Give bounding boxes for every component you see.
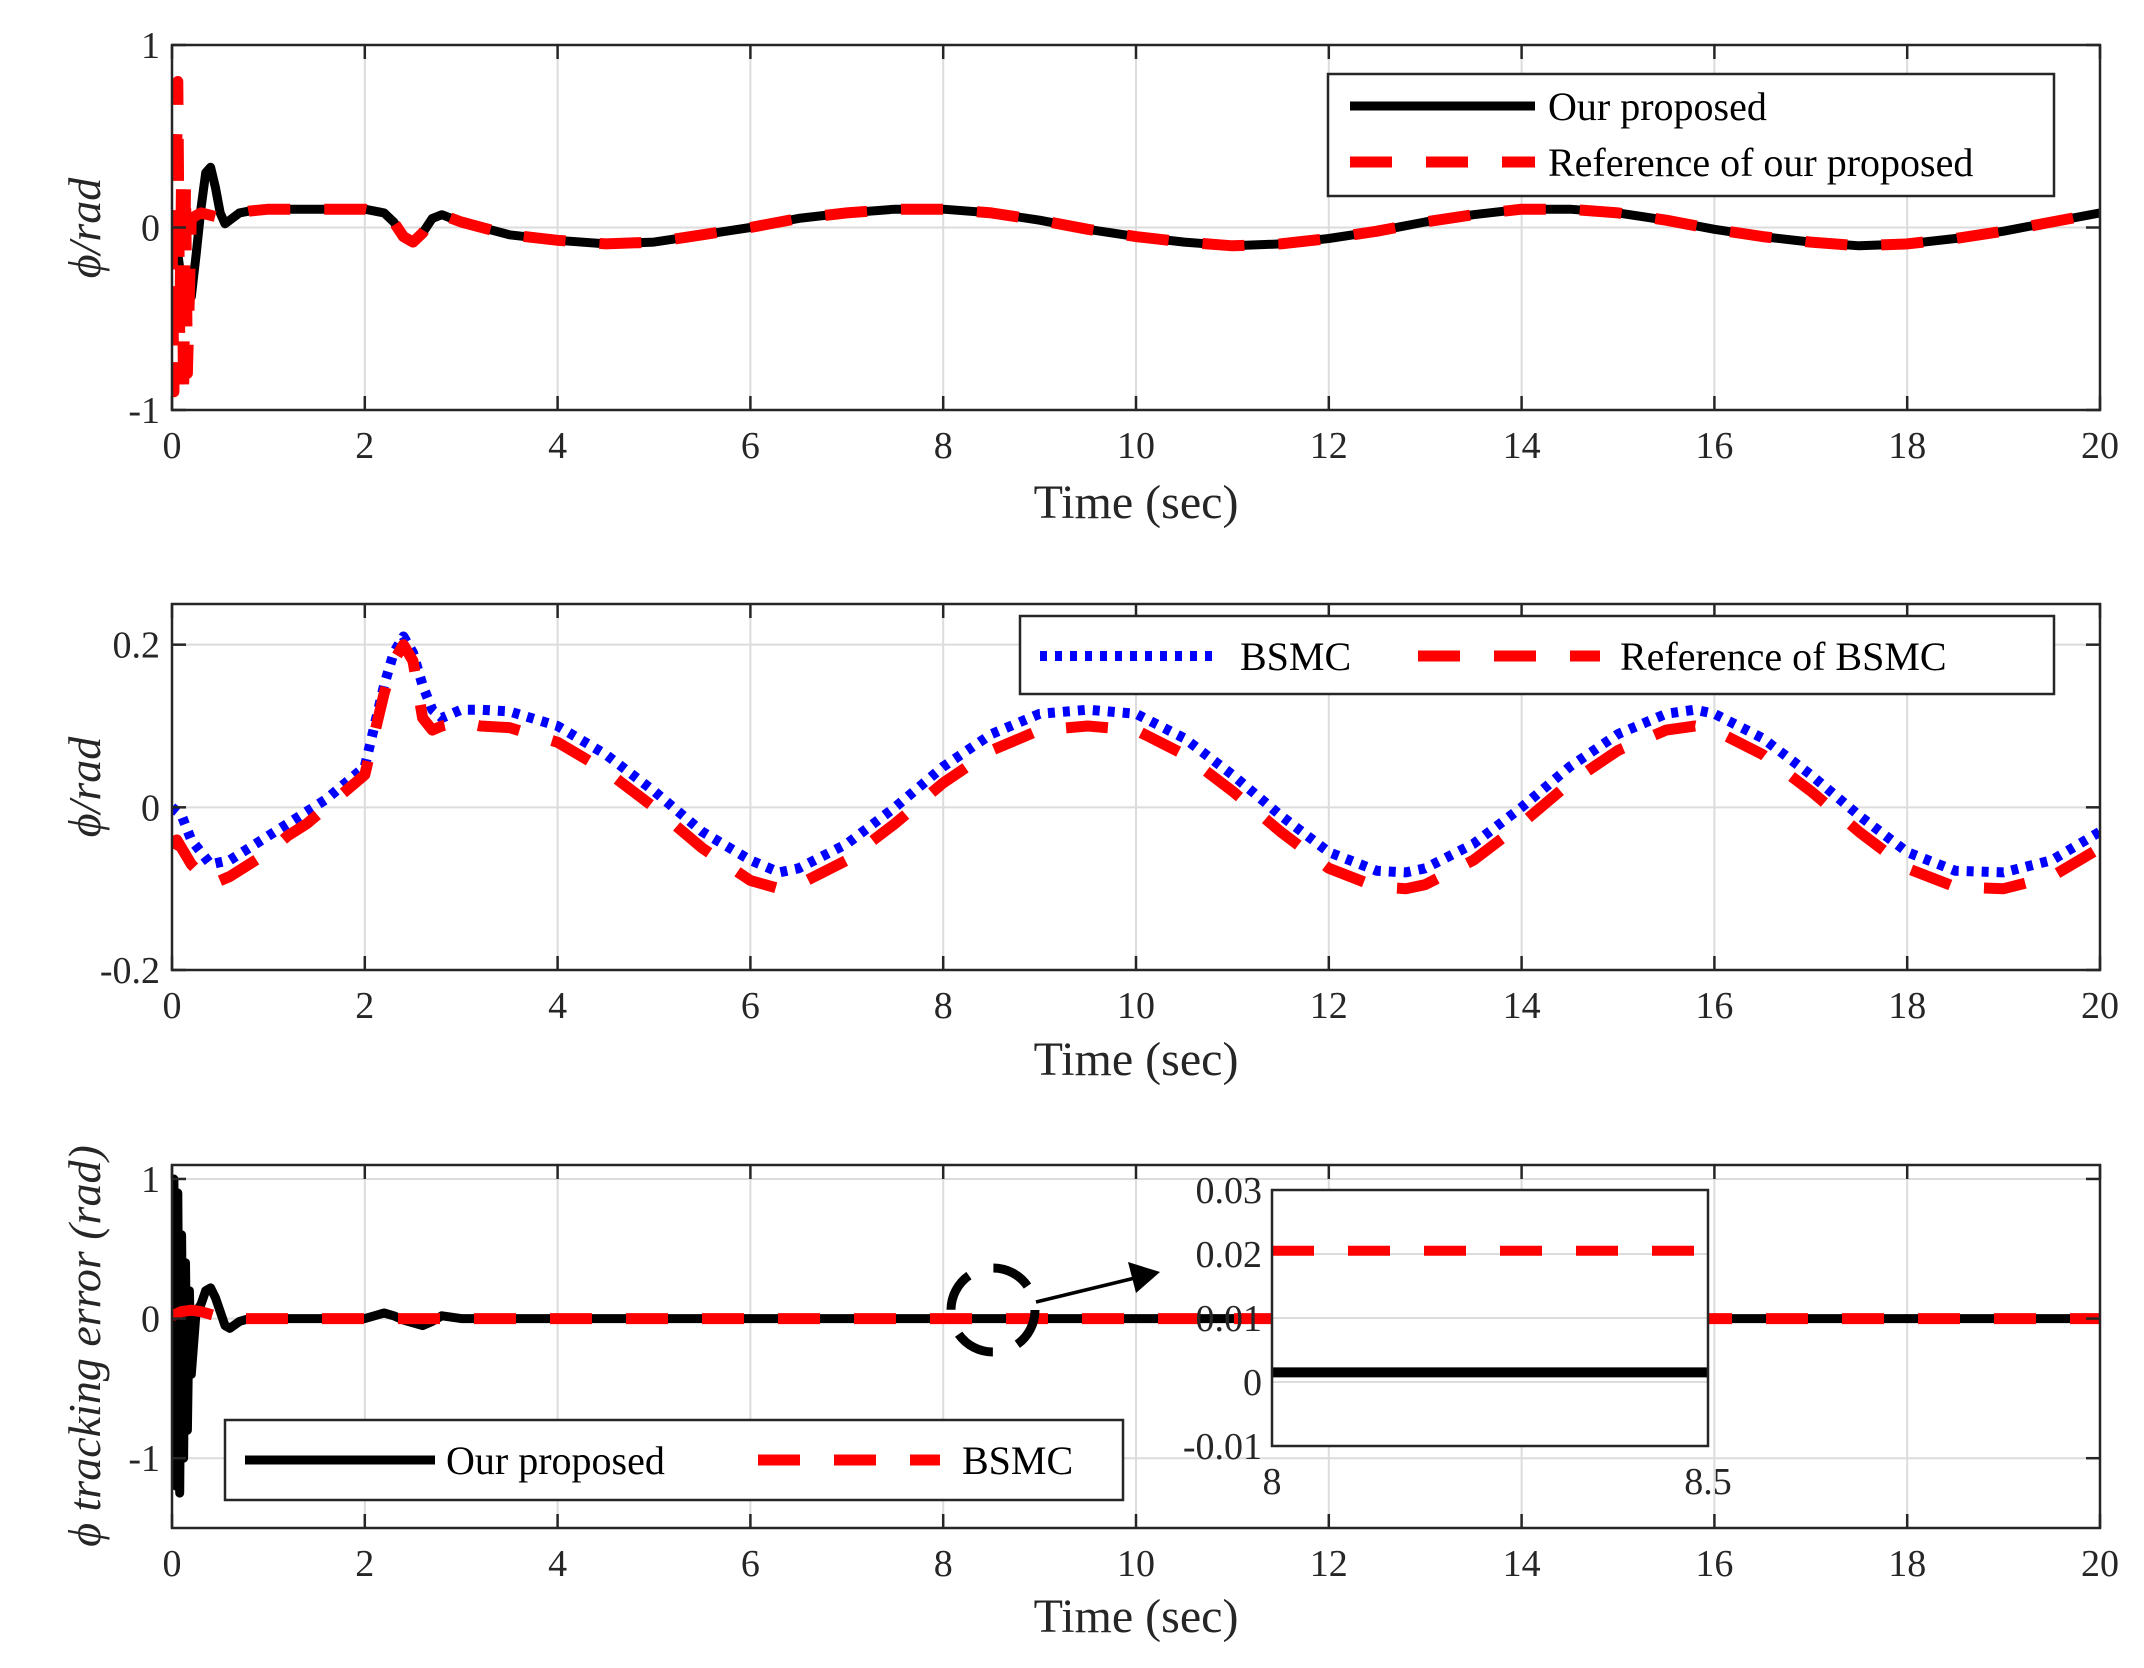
series-line-reference-of-bsmc xyxy=(172,639,2100,895)
y-axis-label: ϕ/rad xyxy=(59,736,110,837)
inset-y-tick-label: 0.01 xyxy=(1196,1298,1263,1340)
x-tick-label: 18 xyxy=(1888,985,1926,1027)
y-tick-label: 0 xyxy=(141,787,160,829)
x-tick-label: 20 xyxy=(2081,1543,2119,1585)
y-tick-label: -0.2 xyxy=(100,950,160,992)
inset-x-tick-label: 8.5 xyxy=(1684,1461,1732,1503)
legend-box xyxy=(1326,72,2056,198)
zoom-arrow-head xyxy=(1128,1262,1160,1293)
series-line-our-proposed xyxy=(172,1174,2100,1498)
x-axis-label: Time (sec) xyxy=(1034,1590,1239,1643)
x-tick-label: 8 xyxy=(934,985,953,1027)
x-tick-label: 12 xyxy=(1310,985,1348,1027)
x-tick-label: 2 xyxy=(355,425,374,467)
x-tick-label: 10 xyxy=(1117,985,1155,1027)
y-tick-label: -1 xyxy=(128,390,160,432)
x-tick-label: 8 xyxy=(934,1543,953,1585)
y-tick-label: 0 xyxy=(141,208,160,250)
legend-label: Our proposed xyxy=(446,1438,665,1483)
x-tick-label: 16 xyxy=(1695,425,1733,467)
x-tick-label: 4 xyxy=(548,985,567,1027)
x-tick-label: 2 xyxy=(355,1543,374,1585)
inset-y-tick-label: 0.03 xyxy=(1196,1170,1263,1212)
legend-label: BSMC xyxy=(962,1438,1073,1483)
x-axis-label: Time (sec) xyxy=(1034,476,1239,529)
x-tick-label: 0 xyxy=(163,985,182,1027)
x-tick-label: 10 xyxy=(1117,1543,1155,1585)
legend-label: BSMC xyxy=(1240,634,1351,679)
y-tick-label: -1 xyxy=(128,1438,160,1480)
x-tick-label: 16 xyxy=(1695,985,1733,1027)
y-axis-label: ϕ/rad xyxy=(59,177,110,278)
series-line-bsmc xyxy=(172,1304,2100,1325)
x-axis-label: Time (sec) xyxy=(1034,1033,1239,1086)
legend-label: Reference of BSMC xyxy=(1620,634,1947,679)
x-tick-label: 6 xyxy=(741,1543,760,1585)
x-tick-label: 0 xyxy=(163,425,182,467)
x-tick-label: 18 xyxy=(1888,1543,1926,1585)
zoom-arrow-line xyxy=(1035,1276,1136,1304)
x-tick-label: 12 xyxy=(1310,1543,1348,1585)
legend-label: Our proposed xyxy=(1548,84,1767,129)
x-tick-label: 16 xyxy=(1695,1543,1733,1585)
y-tick-label: 0.2 xyxy=(113,625,161,667)
y-tick-label: 0 xyxy=(141,1299,160,1341)
legend-label: Reference of our proposed xyxy=(1548,140,1973,185)
x-tick-label: 14 xyxy=(1503,1543,1541,1585)
x-tick-label: 6 xyxy=(741,425,760,467)
x-tick-label: 4 xyxy=(548,425,567,467)
y-axis-label: ϕ tracking error (rad) xyxy=(59,1145,110,1547)
x-tick-label: 20 xyxy=(2081,985,2119,1027)
series-line-reference-of-our-proposed xyxy=(172,76,2100,407)
x-tick-label: 2 xyxy=(355,985,374,1027)
x-tick-label: 14 xyxy=(1503,985,1541,1027)
series-line-bsmc xyxy=(172,631,2100,878)
inset-y-tick-label: -0.01 xyxy=(1183,1426,1262,1468)
panel-3: 0 2 4 6 8 10 12 14 16 18 20 -1 0 1 Time (sec) ϕ trackin… xyxy=(59,1145,2119,1643)
x-tick-label: 6 xyxy=(741,985,760,1027)
x-tick-label: 12 xyxy=(1310,425,1348,467)
inset-y-tick-label: 0.02 xyxy=(1196,1234,1263,1276)
x-tick-label: 18 xyxy=(1888,425,1926,467)
x-tick-label: 14 xyxy=(1503,425,1541,467)
x-tick-label: 8 xyxy=(934,425,953,467)
y-tick-label: 1 xyxy=(141,25,160,67)
inset-y-tick-label: 0 xyxy=(1243,1362,1262,1404)
y-tick-label: 1 xyxy=(141,1159,160,1201)
x-tick-label: 20 xyxy=(2081,425,2119,467)
x-tick-label: 4 xyxy=(548,1543,567,1585)
x-tick-label: 10 xyxy=(1117,425,1155,467)
inset-frame xyxy=(1270,1188,1710,1448)
inset-x-tick-label: 8 xyxy=(1263,1461,1282,1503)
zoom-circle xyxy=(946,1263,1040,1357)
x-tick-label: 0 xyxy=(163,1543,182,1585)
